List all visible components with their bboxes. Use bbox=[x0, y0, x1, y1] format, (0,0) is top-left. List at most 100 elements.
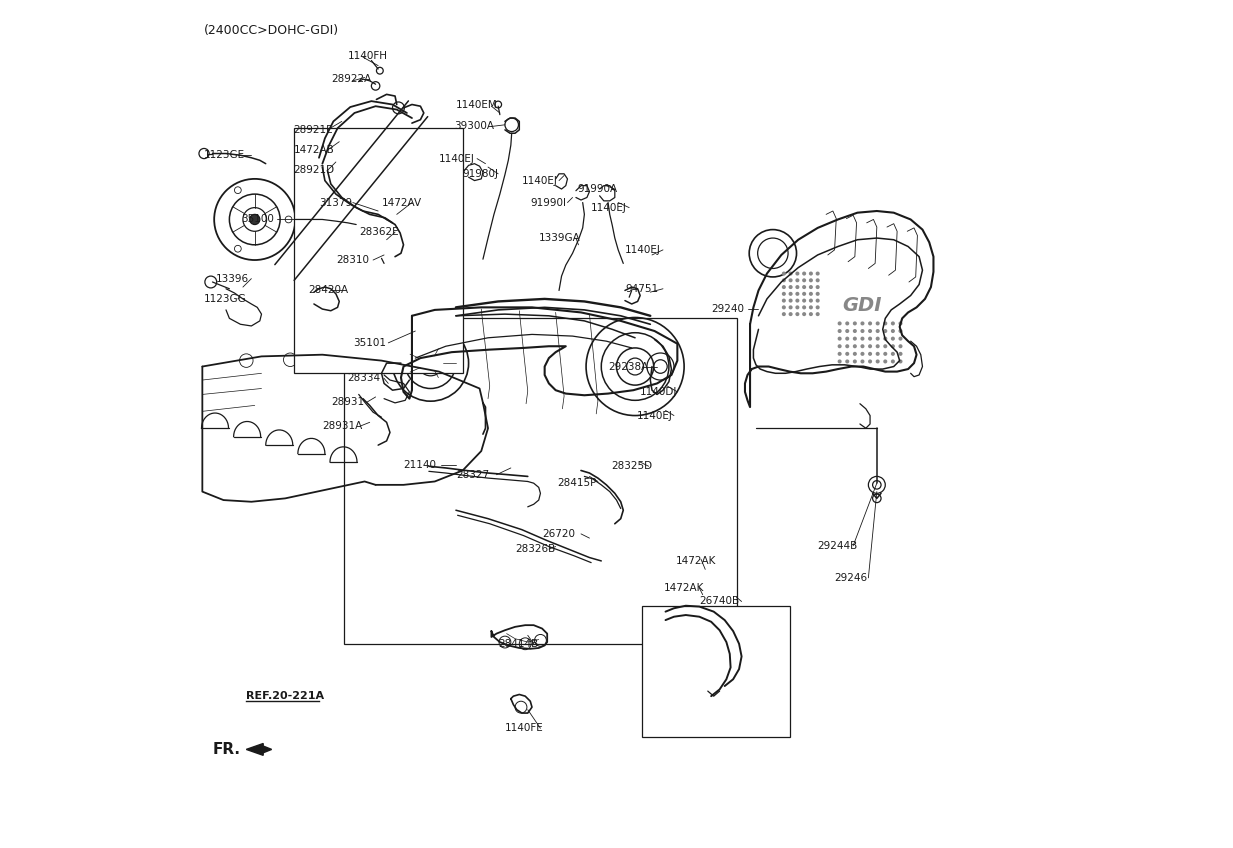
Circle shape bbox=[861, 321, 864, 326]
Circle shape bbox=[845, 321, 850, 326]
Text: 1472AK: 1472AK bbox=[663, 583, 704, 593]
Text: 26740B: 26740B bbox=[699, 596, 740, 606]
Circle shape bbox=[845, 329, 850, 333]
Circle shape bbox=[789, 298, 793, 303]
Circle shape bbox=[899, 352, 903, 356]
Circle shape bbox=[845, 352, 850, 356]
Circle shape bbox=[789, 271, 793, 276]
Text: 1140EM: 1140EM bbox=[456, 99, 498, 109]
Text: 1123GG: 1123GG bbox=[203, 294, 247, 304]
Circle shape bbox=[883, 329, 888, 333]
Text: 28414B: 28414B bbox=[498, 639, 539, 649]
Circle shape bbox=[795, 305, 799, 310]
Circle shape bbox=[809, 292, 813, 296]
Circle shape bbox=[782, 285, 785, 289]
Circle shape bbox=[845, 344, 850, 349]
Circle shape bbox=[861, 337, 864, 341]
Circle shape bbox=[795, 285, 799, 289]
Circle shape bbox=[803, 285, 806, 289]
Circle shape bbox=[883, 321, 888, 326]
Circle shape bbox=[803, 305, 806, 310]
Text: (2400CC>DOHC-GDI): (2400CC>DOHC-GDI) bbox=[203, 25, 339, 37]
Circle shape bbox=[816, 292, 820, 296]
Circle shape bbox=[803, 298, 806, 303]
Text: 1140FH: 1140FH bbox=[348, 52, 387, 61]
Circle shape bbox=[875, 337, 879, 341]
Circle shape bbox=[861, 329, 864, 333]
Circle shape bbox=[861, 344, 864, 349]
Circle shape bbox=[816, 278, 820, 282]
Text: 1140EJ: 1140EJ bbox=[522, 176, 557, 186]
Circle shape bbox=[883, 352, 888, 356]
Circle shape bbox=[868, 360, 872, 364]
Circle shape bbox=[891, 337, 895, 341]
Text: 35100: 35100 bbox=[242, 215, 274, 225]
Circle shape bbox=[782, 271, 785, 276]
Circle shape bbox=[803, 271, 806, 276]
Circle shape bbox=[853, 321, 857, 326]
Circle shape bbox=[868, 344, 872, 349]
Circle shape bbox=[875, 329, 879, 333]
Circle shape bbox=[803, 312, 806, 316]
Circle shape bbox=[868, 329, 872, 333]
Text: 29238A: 29238A bbox=[608, 361, 649, 371]
Circle shape bbox=[899, 321, 903, 326]
Text: 28921D: 28921D bbox=[293, 165, 334, 176]
Circle shape bbox=[249, 215, 260, 225]
Circle shape bbox=[809, 278, 813, 282]
Circle shape bbox=[789, 278, 793, 282]
Text: 29244B: 29244B bbox=[817, 541, 858, 550]
Text: 28415P: 28415P bbox=[557, 478, 597, 488]
Circle shape bbox=[853, 329, 857, 333]
Circle shape bbox=[845, 337, 850, 341]
Text: 94751: 94751 bbox=[625, 284, 658, 293]
Text: 1339GA: 1339GA bbox=[539, 233, 581, 243]
Circle shape bbox=[782, 298, 785, 303]
Circle shape bbox=[803, 278, 806, 282]
Circle shape bbox=[853, 352, 857, 356]
Text: 91980J: 91980J bbox=[462, 169, 498, 179]
Circle shape bbox=[899, 344, 903, 349]
Circle shape bbox=[837, 352, 842, 356]
Text: 28326B: 28326B bbox=[515, 544, 555, 554]
Text: 1140FE: 1140FE bbox=[506, 723, 544, 734]
Text: 1140EJ: 1140EJ bbox=[636, 410, 673, 421]
Circle shape bbox=[837, 329, 842, 333]
Circle shape bbox=[789, 305, 793, 310]
Circle shape bbox=[899, 337, 903, 341]
Text: 28420A: 28420A bbox=[308, 286, 348, 295]
Circle shape bbox=[891, 329, 895, 333]
Circle shape bbox=[795, 312, 799, 316]
Text: 29246: 29246 bbox=[835, 573, 868, 583]
Circle shape bbox=[816, 305, 820, 310]
Circle shape bbox=[868, 352, 872, 356]
Circle shape bbox=[861, 352, 864, 356]
Text: 28362E: 28362E bbox=[360, 227, 399, 237]
Circle shape bbox=[795, 292, 799, 296]
Circle shape bbox=[789, 285, 793, 289]
Text: 28931: 28931 bbox=[330, 397, 364, 407]
Circle shape bbox=[853, 360, 857, 364]
Polygon shape bbox=[247, 744, 271, 756]
Text: 13396: 13396 bbox=[216, 274, 249, 283]
Bar bbox=[344, 318, 737, 644]
Text: 1472AK: 1472AK bbox=[676, 556, 716, 566]
Circle shape bbox=[875, 360, 879, 364]
Circle shape bbox=[891, 321, 895, 326]
Circle shape bbox=[845, 360, 850, 364]
Circle shape bbox=[891, 360, 895, 364]
Circle shape bbox=[816, 285, 820, 289]
Text: 28922A: 28922A bbox=[330, 74, 371, 84]
Circle shape bbox=[816, 298, 820, 303]
Circle shape bbox=[809, 298, 813, 303]
Text: 1472AV: 1472AV bbox=[381, 198, 422, 208]
Circle shape bbox=[853, 337, 857, 341]
Text: 39300A: 39300A bbox=[454, 121, 494, 131]
Circle shape bbox=[853, 344, 857, 349]
Text: 91990I: 91990I bbox=[530, 198, 566, 208]
Circle shape bbox=[868, 321, 872, 326]
Circle shape bbox=[795, 298, 799, 303]
Bar bbox=[293, 128, 462, 373]
Circle shape bbox=[875, 344, 879, 349]
Circle shape bbox=[899, 360, 903, 364]
